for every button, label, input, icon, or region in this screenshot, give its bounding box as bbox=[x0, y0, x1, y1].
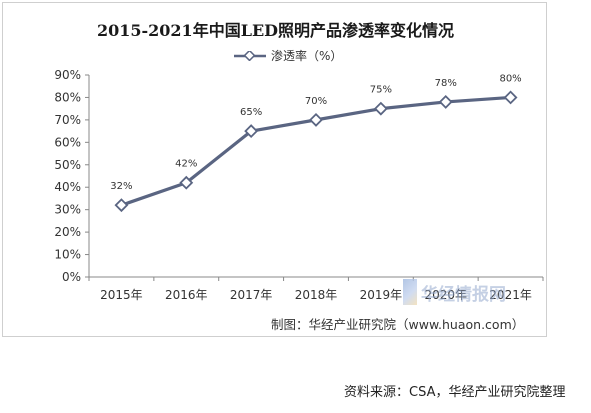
x-tick-label: 2015年 bbox=[100, 288, 143, 302]
data-point-marker bbox=[503, 90, 518, 105]
chart-credit: 制图：华经产业研究院（www.huaon.com） bbox=[271, 317, 525, 332]
chart-legend: 渗透率（%） bbox=[233, 47, 342, 64]
y-tick-label: 20% bbox=[54, 225, 81, 239]
x-tick-label: 2021年 bbox=[489, 288, 532, 302]
x-tick-label: 2017年 bbox=[230, 288, 273, 302]
data-point-marker bbox=[309, 112, 323, 127]
data-label: 80% bbox=[499, 73, 521, 84]
data-label: 78% bbox=[435, 78, 457, 89]
y-tick-label: 40% bbox=[54, 180, 81, 194]
y-tick-label: 70% bbox=[54, 113, 81, 127]
legend-line-marker-icon bbox=[234, 50, 266, 61]
watermark: 华经情报网 bbox=[403, 279, 506, 305]
line-chart: 0% 10% 20% 30% 40% 50% 60% 70% 80% 90% 2015年 2016年 2… bbox=[54, 68, 544, 302]
data-point-marker bbox=[114, 198, 129, 213]
y-tick-label: 90% bbox=[54, 68, 81, 82]
watermark-logo-icon bbox=[403, 279, 417, 305]
y-tick-label: 60% bbox=[54, 135, 81, 149]
data-point-marker bbox=[373, 101, 388, 116]
data-label: 42% bbox=[175, 159, 197, 170]
x-tick-label: 2018年 bbox=[295, 288, 338, 302]
x-tick-label: 2019年 bbox=[360, 288, 403, 302]
watermark-text: 华经情报网 bbox=[421, 284, 506, 305]
y-tick-label: 0% bbox=[62, 270, 81, 284]
data-point-marker bbox=[244, 124, 259, 139]
y-tick-label: 30% bbox=[54, 203, 81, 217]
data-point-marker bbox=[179, 175, 194, 190]
data-label: 75% bbox=[370, 85, 392, 96]
chart-frame: 2015-2021年中国LED照明产品渗透率变化情况 渗透率（%） 0% 10% 2… bbox=[2, 2, 547, 337]
y-tick-label: 50% bbox=[54, 158, 81, 172]
y-tick-label: 80% bbox=[54, 90, 81, 104]
y-tick-label: 10% bbox=[54, 248, 81, 262]
source-note: 资料来源：CSA，华经产业研究院整理 bbox=[344, 385, 566, 400]
data-label: 65% bbox=[240, 107, 262, 118]
data-point-marker bbox=[438, 95, 453, 109]
legend-label: 渗透率（%） bbox=[271, 49, 343, 63]
x-tick-label: 2016年 bbox=[165, 288, 208, 302]
data-label: 70% bbox=[305, 96, 327, 107]
data-label: 32% bbox=[110, 181, 132, 192]
x-tick-label: 2020年 bbox=[424, 288, 467, 302]
chart-title: 2015-2021年中国LED照明产品渗透率变化情况 bbox=[96, 21, 455, 40]
